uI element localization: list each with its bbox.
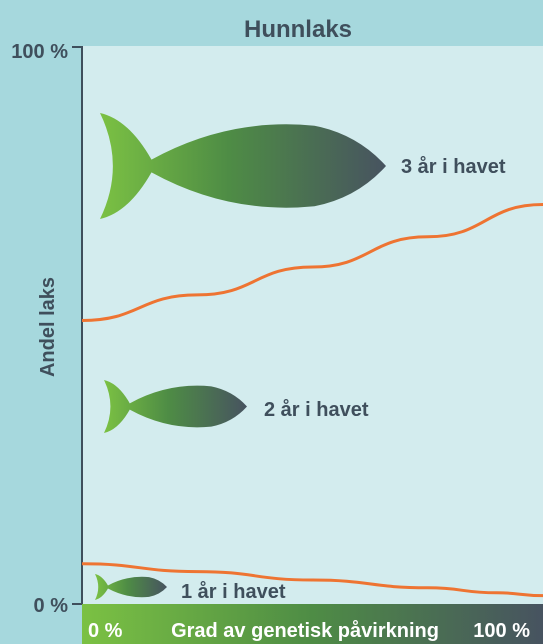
region-label-2-years: 2 år i havet — [264, 398, 369, 421]
chart-title: Hunnlaks — [244, 16, 352, 43]
region-label-3-years: 3 år i havet — [401, 155, 506, 178]
x-axis-bar — [82, 604, 543, 644]
boundary-line-1 — [81, 562, 543, 598]
boundary-lines — [81, 203, 543, 598]
x-tick-label-100: 100 % — [473, 620, 530, 642]
y-axis-label: Andel laks — [37, 277, 59, 377]
y-tick-label-100: 100 % — [11, 41, 68, 63]
region-label-1-year: 1 år i havet — [181, 580, 286, 603]
x-axis-label: Grad av genetisk påvirkning — [171, 619, 439, 642]
y-tick-label-0: 0 % — [34, 595, 69, 617]
boundary-line-2 — [81, 203, 543, 322]
x-tick-label-0: 0 % — [88, 620, 123, 642]
